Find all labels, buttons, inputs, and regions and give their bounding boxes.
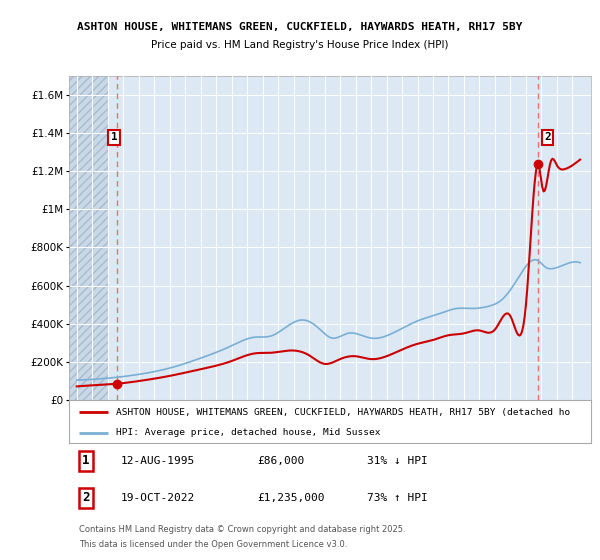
Text: HPI: Average price, detached house, Mid Sussex: HPI: Average price, detached house, Mid … <box>116 428 380 437</box>
Text: £86,000: £86,000 <box>257 455 304 465</box>
Text: 1: 1 <box>111 132 118 142</box>
Text: 12-AUG-1995: 12-AUG-1995 <box>121 455 196 465</box>
Text: ASHTON HOUSE, WHITEMANS GREEN, CUCKFIELD, HAYWARDS HEATH, RH17 5BY (detached ho: ASHTON HOUSE, WHITEMANS GREEN, CUCKFIELD… <box>116 408 570 417</box>
Text: Price paid vs. HM Land Registry's House Price Index (HPI): Price paid vs. HM Land Registry's House … <box>151 40 449 50</box>
Text: 31% ↓ HPI: 31% ↓ HPI <box>367 455 427 465</box>
Text: 2: 2 <box>82 492 89 505</box>
Text: Contains HM Land Registry data © Crown copyright and database right 2025.: Contains HM Land Registry data © Crown c… <box>79 525 406 534</box>
Text: £1,235,000: £1,235,000 <box>257 493 325 503</box>
Text: This data is licensed under the Open Government Licence v3.0.: This data is licensed under the Open Gov… <box>79 540 348 549</box>
Bar <box>69 76 108 400</box>
Text: ASHTON HOUSE, WHITEMANS GREEN, CUCKFIELD, HAYWARDS HEATH, RH17 5BY: ASHTON HOUSE, WHITEMANS GREEN, CUCKFIELD… <box>77 22 523 32</box>
Text: 19-OCT-2022: 19-OCT-2022 <box>121 493 196 503</box>
Text: 1: 1 <box>82 454 89 467</box>
Text: 2: 2 <box>544 132 551 142</box>
Text: 73% ↑ HPI: 73% ↑ HPI <box>367 493 427 503</box>
